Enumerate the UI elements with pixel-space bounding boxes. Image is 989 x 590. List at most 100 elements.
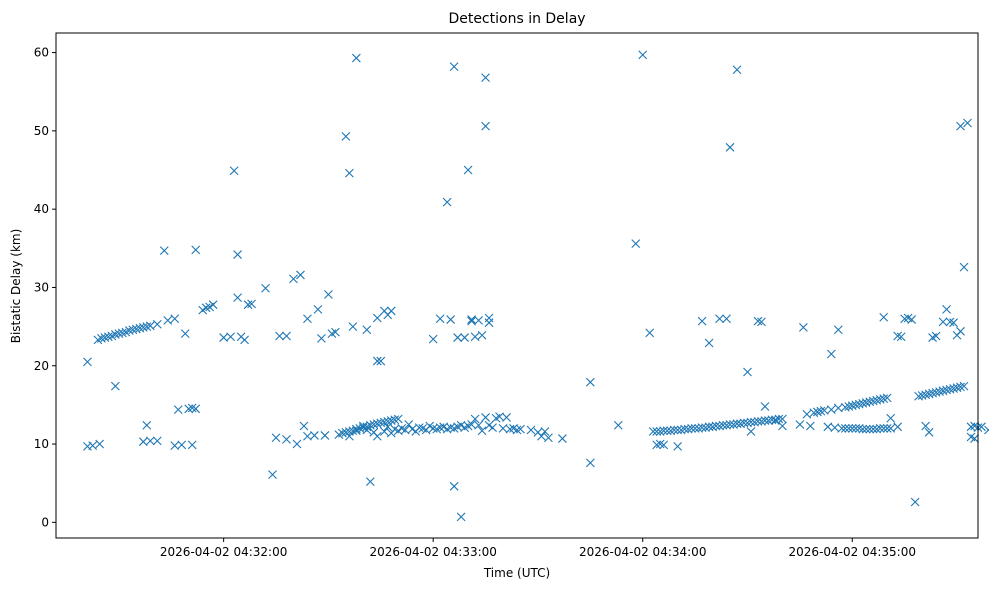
data-point bbox=[977, 422, 986, 432]
data-point bbox=[778, 414, 787, 424]
data-point bbox=[187, 440, 197, 450]
data-point bbox=[725, 420, 735, 429]
data-point bbox=[966, 422, 976, 432]
data-point bbox=[484, 313, 494, 323]
data-point bbox=[544, 433, 553, 443]
data-point bbox=[652, 427, 662, 436]
data-point bbox=[771, 416, 780, 425]
data-point bbox=[708, 422, 717, 432]
data-point bbox=[477, 426, 487, 436]
data-point bbox=[505, 424, 515, 434]
data-point bbox=[875, 423, 885, 433]
data-point bbox=[931, 387, 941, 397]
data-point bbox=[351, 426, 361, 436]
data-point bbox=[722, 420, 731, 430]
data-point bbox=[145, 321, 155, 331]
data-point bbox=[795, 420, 805, 429]
data-point bbox=[372, 356, 382, 366]
y-tick-label: 50 bbox=[34, 124, 49, 138]
data-point bbox=[669, 425, 679, 435]
data-point bbox=[760, 402, 770, 411]
data-point bbox=[282, 434, 291, 444]
data-point bbox=[540, 427, 550, 436]
data-point bbox=[805, 421, 815, 431]
data-point bbox=[746, 417, 756, 427]
data-point bbox=[680, 424, 690, 434]
data-point bbox=[655, 439, 665, 449]
data-point bbox=[362, 425, 372, 435]
data-point bbox=[830, 423, 840, 432]
data-point bbox=[275, 331, 284, 341]
data-markers bbox=[83, 50, 989, 522]
data-point bbox=[463, 165, 473, 175]
data-point bbox=[949, 318, 958, 328]
data-point bbox=[956, 382, 965, 392]
data-point bbox=[837, 423, 847, 433]
data-point bbox=[449, 62, 459, 72]
data-point bbox=[446, 315, 456, 324]
data-point bbox=[662, 426, 672, 436]
data-point bbox=[914, 391, 924, 401]
plot-frame bbox=[55, 32, 979, 539]
data-point bbox=[833, 403, 843, 413]
data-point bbox=[687, 423, 697, 433]
data-point bbox=[847, 423, 857, 433]
data-point bbox=[537, 431, 546, 441]
x-axis-label: Time (UTC) bbox=[483, 566, 550, 580]
data-point bbox=[984, 425, 989, 435]
data-point bbox=[861, 424, 871, 434]
data-point bbox=[938, 386, 948, 396]
data-point bbox=[928, 388, 937, 398]
x-tick-label: 2026-04-02 04:34:00 bbox=[579, 545, 706, 559]
data-point bbox=[879, 394, 889, 404]
data-point bbox=[826, 349, 836, 359]
data-point bbox=[163, 315, 173, 325]
data-point bbox=[474, 420, 483, 430]
data-point bbox=[907, 315, 917, 324]
data-point bbox=[117, 328, 127, 338]
data-point bbox=[173, 405, 183, 414]
data-point bbox=[861, 398, 871, 407]
data-point bbox=[271, 433, 281, 443]
data-point bbox=[372, 419, 382, 429]
data-point bbox=[337, 428, 347, 438]
data-point bbox=[956, 121, 965, 131]
data-point bbox=[114, 329, 124, 339]
data-point bbox=[715, 314, 724, 324]
data-point bbox=[648, 427, 658, 436]
y-tick-label: 40 bbox=[34, 202, 49, 216]
data-point bbox=[655, 427, 665, 436]
data-point bbox=[110, 330, 120, 339]
data-point bbox=[638, 50, 648, 60]
data-point bbox=[956, 326, 965, 336]
data-point bbox=[303, 431, 312, 441]
data-point bbox=[344, 168, 354, 178]
x-axis: 2026-04-02 04:32:00 2026-04-02 04:33:00 20… bbox=[160, 538, 916, 559]
data-point bbox=[414, 423, 424, 432]
y-axis-label: Bistatic Delay (km) bbox=[9, 229, 23, 344]
data-point bbox=[631, 239, 641, 249]
data-point bbox=[159, 246, 169, 256]
data-point bbox=[320, 431, 330, 440]
data-point bbox=[460, 333, 470, 342]
data-point bbox=[95, 439, 105, 449]
data-point bbox=[376, 418, 386, 428]
data-point bbox=[369, 420, 379, 429]
data-point bbox=[900, 314, 910, 324]
data-point bbox=[924, 389, 934, 399]
data-point bbox=[851, 423, 861, 433]
data-point bbox=[959, 262, 969, 272]
data-point bbox=[467, 420, 476, 429]
data-point bbox=[100, 333, 110, 342]
data-point bbox=[135, 323, 145, 333]
data-point bbox=[778, 421, 787, 431]
data-point bbox=[481, 413, 490, 422]
data-point bbox=[379, 427, 389, 436]
data-point bbox=[303, 314, 312, 324]
data-point bbox=[753, 416, 763, 426]
data-point bbox=[743, 418, 752, 428]
data-point bbox=[317, 333, 326, 343]
data-point bbox=[802, 409, 812, 419]
data-point bbox=[428, 334, 438, 344]
data-point bbox=[840, 402, 850, 412]
